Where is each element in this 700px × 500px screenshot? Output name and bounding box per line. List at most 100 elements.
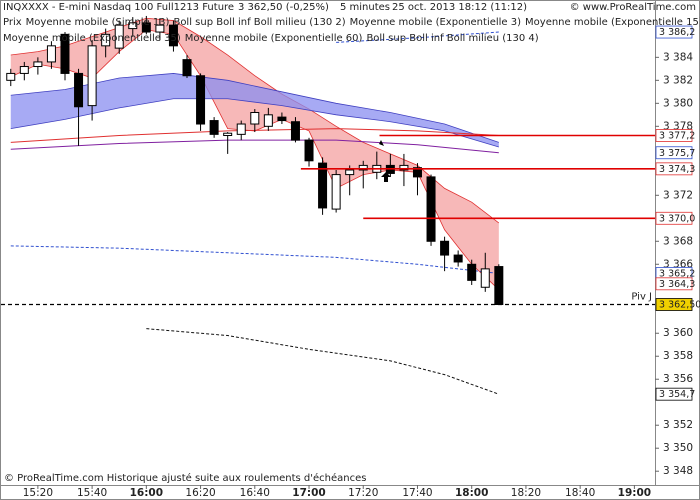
candle-body [60,33,70,74]
arrow-up [381,172,391,182]
candle-body [33,61,43,68]
candle-body [358,164,368,171]
x-tick-label: 18:20 [511,487,541,499]
candle-body [74,72,84,108]
y-tick-label: 3 380 [663,97,693,109]
price-label-box [655,387,693,401]
indicator-line [336,31,499,43]
candle-body [182,59,192,77]
candle-body [290,121,300,141]
legend-item: Moyenne mobile (Simple 13) [26,17,170,28]
candle-body [6,72,16,81]
price-label-box [655,129,693,142]
legend-item: Prix [3,17,22,28]
indicator-line [10,245,499,274]
y-tick-label: 3 356 [663,373,693,385]
legend-item: Boll sup Boll inf Boll milieu (130 4) [366,33,538,44]
candle-body [168,24,178,47]
y-tick-label: 3 378 [663,120,693,132]
x-tick-label: 18:40 [565,487,595,499]
indicator-line [10,128,499,143]
y-tick-label: 3 384 [663,51,693,63]
y-tick-label: 3 358 [663,350,693,362]
price-label: 3 365,2 [659,268,695,279]
price-label-box [655,298,693,311]
candle-body [250,112,260,125]
indicator-line [10,139,499,154]
price-label-box [655,25,693,39]
x-tick-label: 16:20 [185,487,215,499]
candle-body [209,120,219,135]
indicator-line [146,328,499,395]
y-tick-label: 3 372 [663,189,693,201]
price-label: 3 377,2 [659,131,695,142]
candle-body [399,164,409,171]
source: © www.ProRealTime.com [570,2,696,13]
candle-body [453,254,463,263]
candle-body [412,167,422,178]
y-tick-label: 3 382 [663,74,693,86]
x-tick-label: 17:40 [402,487,432,499]
candle-body [196,75,206,125]
price-label: 3 386,2 [659,27,695,38]
title: INQXXXX - E-mini Nasdaq 100 Full1213 Fut… [3,2,234,13]
legend-item: Boll sup Boll inf Boll milieu (130 2) [173,17,345,28]
price-label-box [655,277,693,291]
x-tick-label: 18:00 [455,487,488,499]
x-tick-label: 15:20 [23,487,53,499]
candle-body [304,139,314,162]
y-tick-label: 3 352 [663,419,693,431]
candle-body [155,24,165,33]
candle-body [19,66,29,74]
price-label: 3 354,7 [659,389,695,400]
x-tick-label: 16:40 [240,487,270,499]
candle-body [480,268,490,288]
candle-body [141,22,151,33]
candle-body [318,162,328,209]
candle-body [277,116,287,122]
price-label: 3 370,0 [659,213,695,224]
candle-body [114,24,124,49]
candle-body [128,22,138,30]
candle-body [236,123,246,135]
x-tick-label: 19:00 [618,487,651,499]
candle-body [494,266,504,306]
price-label-box [655,162,693,176]
legend-item: Moyenne mobile (Exponentielle 35) [3,33,181,44]
x-tick-label: 15:40 [77,487,107,499]
y-tick-label: 3 368 [663,235,693,247]
candle-body [440,240,450,256]
level-label: Piv J [631,292,652,303]
price-label: 3 364,3 [659,279,695,290]
timestamp: 25 oct. 2013 18:12 (11:12) [392,2,527,13]
legend-item: Moyenne mobile (Exponentielle 15) [525,17,700,28]
candle-body [467,263,477,281]
price-label-box [655,146,693,160]
x-tick-label: 17:00 [292,487,325,499]
x-tick-label: 16:00 [130,487,163,499]
y-tick-label: 3 348 [663,465,693,477]
candle-body [263,114,273,127]
price-label: 3 374,3 [659,164,695,175]
legend-item: Moyenne mobile (Exponentielle 3) [350,17,521,28]
candle-body [101,33,111,47]
legend-item: Moyenne mobile (Exponentielle 60) [185,33,363,44]
price-label-box [655,211,693,225]
y-tick-label: 3 360 [663,327,693,339]
timeframe: 5 minutes [340,2,390,13]
price-label: 3 375,7 [659,148,695,159]
candle-body [426,176,436,242]
footer: © ProRealTime.com Historique ajusté suit… [4,472,366,484]
arrow [379,140,384,146]
candle-body [87,45,97,107]
candle-body [331,174,341,210]
x-tick-label: 17:20 [348,487,378,499]
band-fill [10,73,499,148]
price-label: 3 362,50 [659,300,700,311]
y-tick-label: 3 350 [663,442,693,454]
candle-body [345,169,355,176]
candle-body [223,132,233,137]
candle-body [46,45,56,63]
